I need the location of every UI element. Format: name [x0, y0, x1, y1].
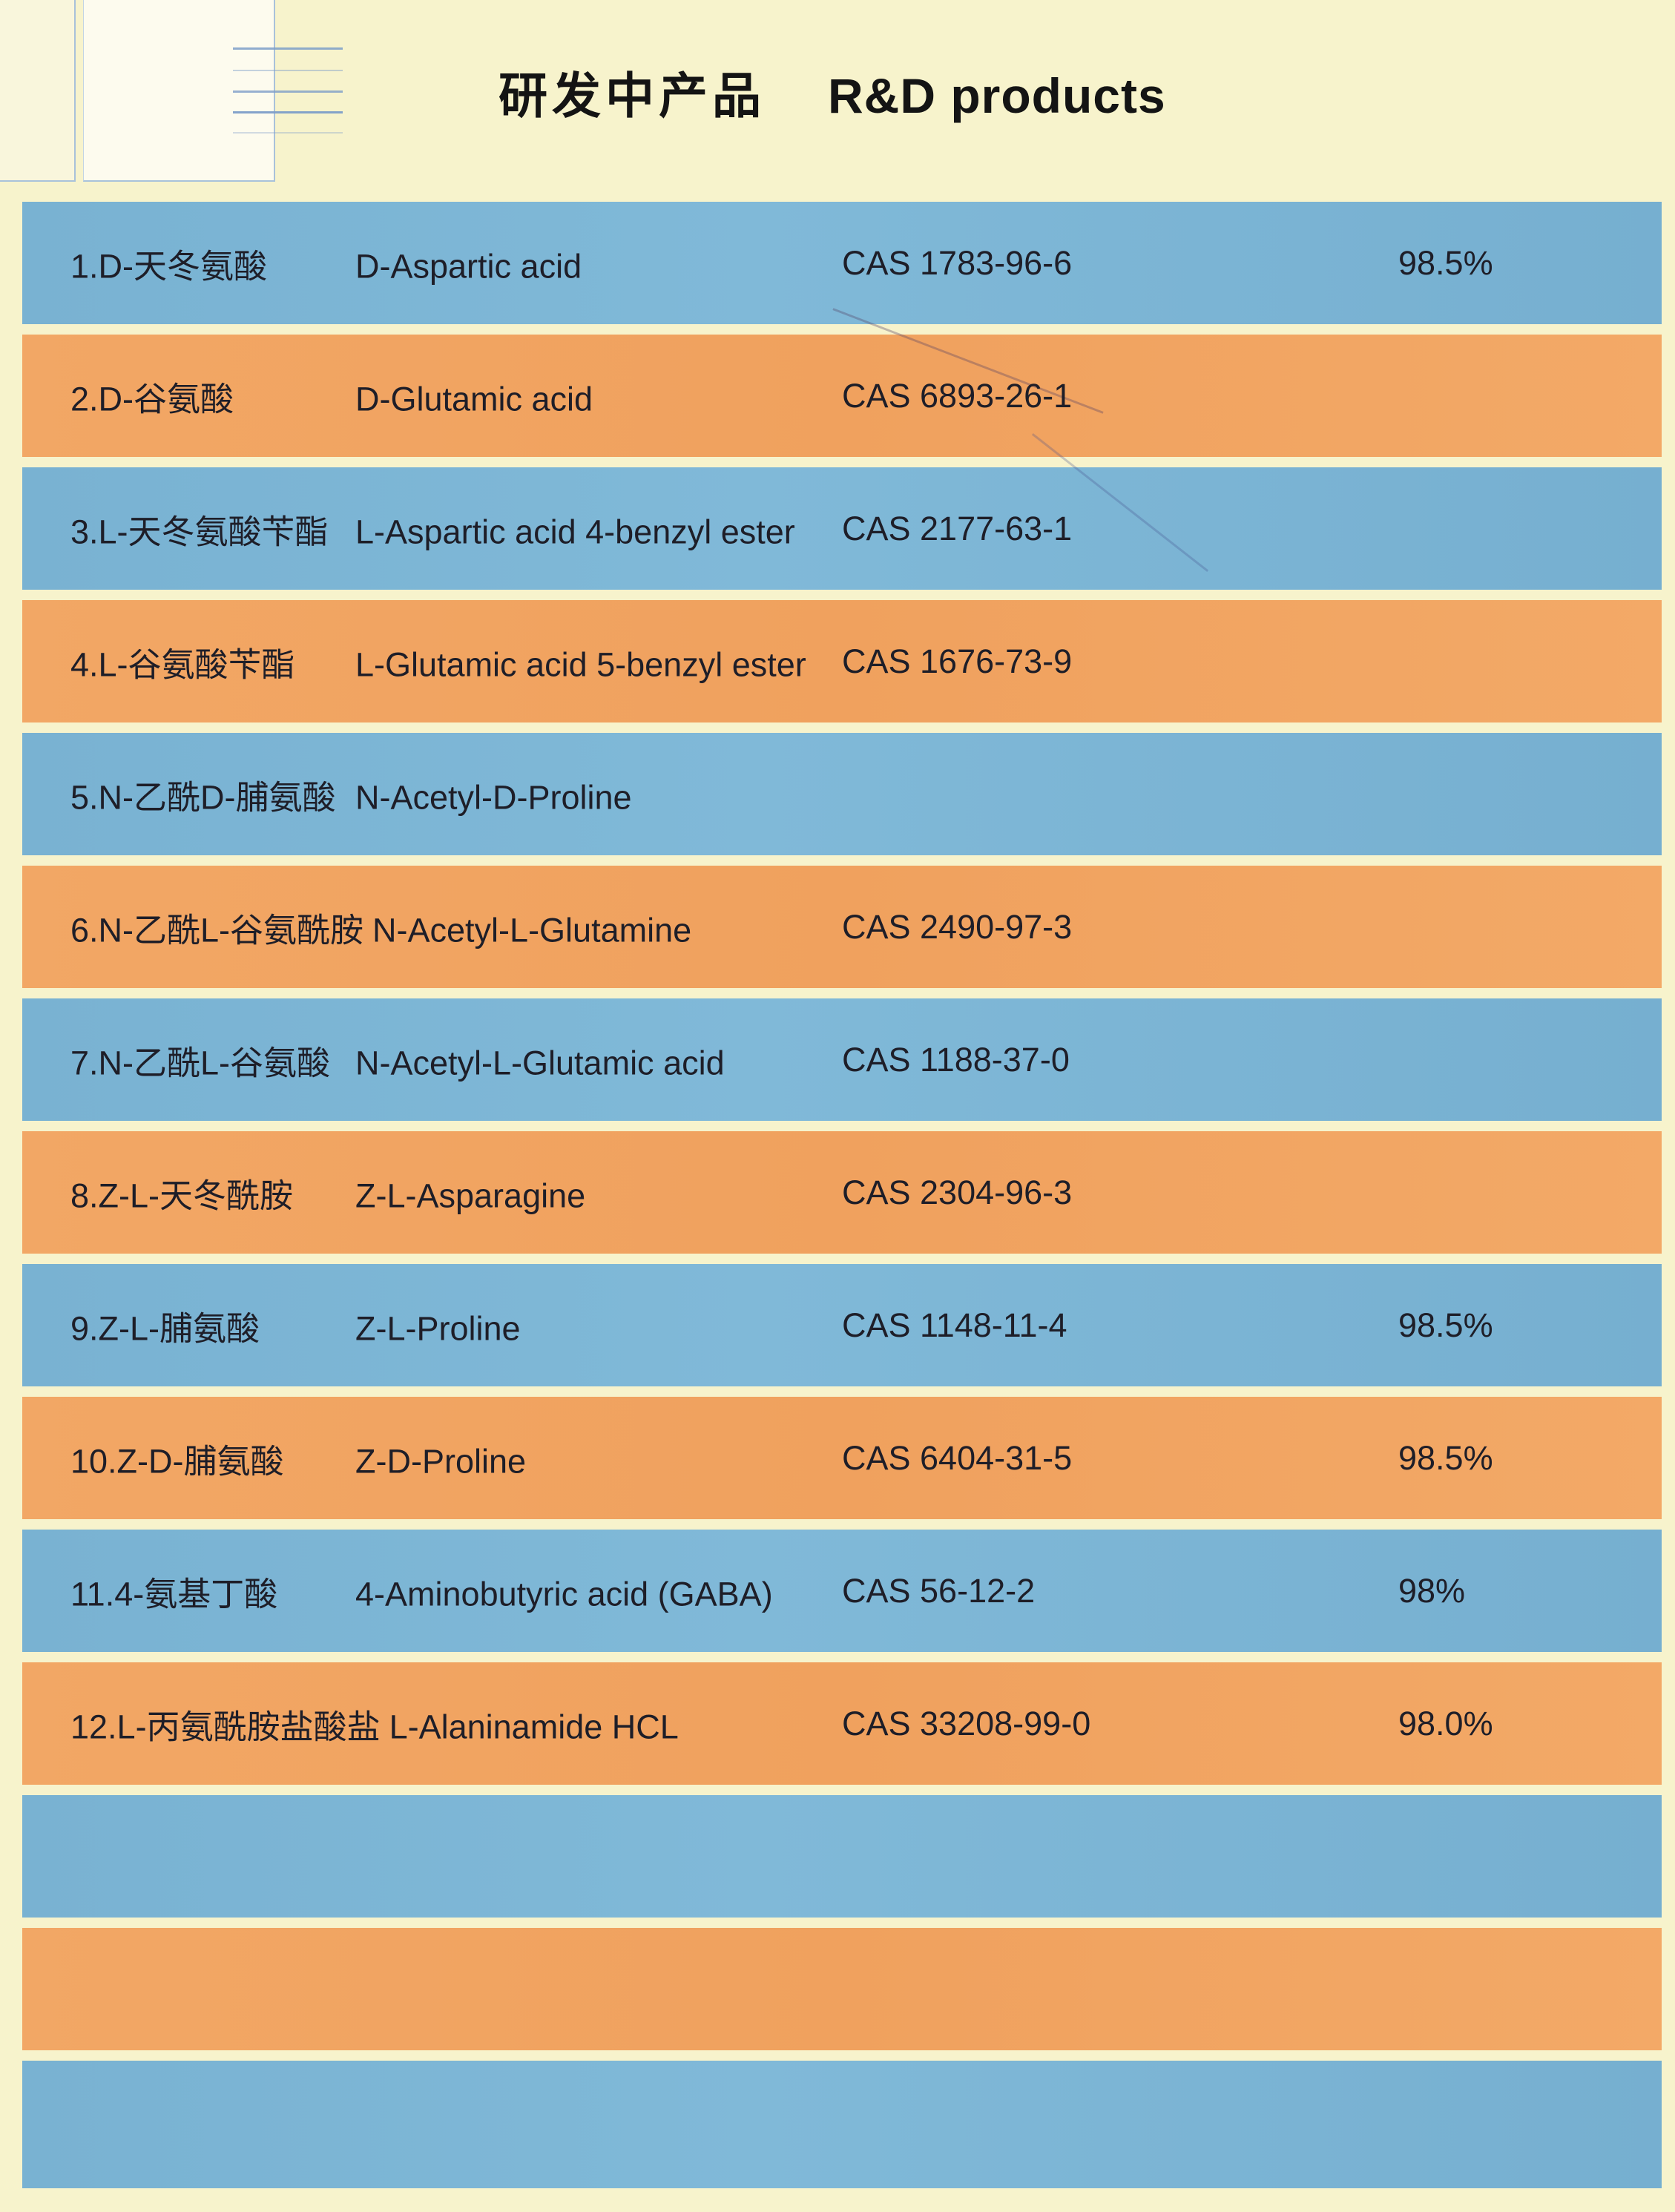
ruled-line — [233, 132, 343, 134]
product-cas: CAS 33208-99-0 — [842, 1704, 1091, 1742]
product-name-cn: 8.Z-L-天冬酰胺 — [70, 1176, 294, 1214]
product-row: 1.D-天冬氨酸 D-Aspartic acid CAS 1783-96-6 9… — [22, 202, 1662, 324]
product-purity: 98.5% — [1398, 243, 1493, 282]
page-title-english: R&D products — [828, 68, 1166, 123]
product-name: 8.Z-L-天冬酰胺 Z-L-Asparagine — [70, 1168, 585, 1217]
product-cas: CAS 6893-26-1 — [842, 376, 1073, 415]
product-name-en: L-Alaninamide HCL — [389, 1708, 679, 1745]
empty-row — [22, 1795, 1662, 1918]
product-row: 6.N-乙酰L-谷氨酰胺 N-Acetyl-L-Glutamine CAS 24… — [22, 866, 1662, 988]
product-cas: CAS 2304-96-3 — [842, 1173, 1073, 1211]
product-row: 5.N-乙酰D-脯氨酸 N-Acetyl-D-Proline — [22, 733, 1662, 855]
product-row: 11.4-氨基丁酸 4-Aminobutyric acid (GABA) CAS… — [22, 1530, 1662, 1652]
product-name-en: D-Aspartic acid — [355, 247, 582, 285]
ruled-line — [233, 111, 343, 113]
product-row: 7.N-乙酰L-谷氨酸 N-Acetyl-L-Glutamic acid CAS… — [22, 998, 1662, 1121]
product-name: 6.N-乙酰L-谷氨酰胺 N-Acetyl-L-Glutamine — [70, 903, 691, 951]
product-list: 1.D-天冬氨酸 D-Aspartic acid CAS 1783-96-6 9… — [22, 202, 1662, 2188]
product-name: 1.D-天冬氨酸 D-Aspartic acid — [70, 239, 582, 287]
product-row: 12.L-丙氨酰胺盐酸盐 L-Alaninamide HCL CAS 33208… — [22, 1662, 1662, 1785]
ruled-line — [233, 90, 343, 93]
product-cas: CAS 6404-31-5 — [842, 1438, 1073, 1477]
product-row: 2.D-谷氨酸 D-Glutamic acid CAS 6893-26-1 — [22, 308, 1662, 457]
product-cas: CAS 1783-96-6 — [842, 243, 1073, 282]
product-name: 12.L-丙氨酰胺盐酸盐 L-Alaninamide HCL — [70, 1699, 679, 1748]
product-name: 11.4-氨基丁酸 4-Aminobutyric acid (GABA) — [70, 1567, 773, 1615]
product-cas: CAS 56-12-2 — [842, 1571, 1036, 1610]
product-purity: 98% — [1398, 1571, 1466, 1610]
product-name-en: Z-L-Asparagine — [355, 1176, 586, 1214]
product-cas: CAS 1148-11-4 — [842, 1306, 1067, 1344]
product-name-en: L-Glutamic acid 5-benzyl ester — [355, 645, 806, 683]
product-name: 4.L-谷氨酸苄酯 L-Glutamic acid 5-benzyl ester — [70, 637, 806, 685]
product-row: 3.L-天冬氨酸苄酯 L-Aspartic acid 4-benzyl este… — [22, 432, 1662, 590]
empty-row — [22, 2061, 1662, 2188]
product-purity: 98.5% — [1398, 1438, 1493, 1477]
product-name-en: Z-D-Proline — [355, 1442, 527, 1480]
product-name-en: N-Acetyl-D-Proline — [355, 778, 632, 816]
ruled-line — [233, 47, 343, 50]
product-cas: CAS 2490-97-3 — [842, 907, 1073, 946]
ruled-line — [233, 70, 343, 71]
product-name-cn: 7.N-乙酰L-谷氨酸 — [70, 1044, 331, 1082]
product-row: 9.Z-L-脯氨酸 Z-L-Proline CAS 1148-11-4 98.5… — [22, 1264, 1662, 1386]
product-name-cn: 5.N-乙酰D-脯氨酸 — [70, 778, 336, 816]
product-row: 8.Z-L-天冬酰胺 Z-L-Asparagine CAS 2304-96-3 — [22, 1131, 1662, 1254]
product-name-cn: 1.D-天冬氨酸 — [70, 247, 268, 285]
product-purity: 98.5% — [1398, 1306, 1493, 1344]
product-name-en: L-Aspartic acid 4-benzyl ester — [355, 513, 795, 550]
product-name: 9.Z-L-脯氨酸 Z-L-Proline — [70, 1301, 521, 1349]
product-name: 2.D-谷氨酸 D-Glutamic acid — [70, 372, 593, 420]
product-name-en: N-Acetyl-L-Glutamine — [372, 911, 692, 949]
product-row: 4.L-谷氨酸苄酯 L-Glutamic acid 5-benzyl ester… — [22, 600, 1662, 722]
product-name-cn: 10.Z-D-脯氨酸 — [70, 1442, 284, 1480]
product-row: 10.Z-D-脯氨酸 Z-D-Proline CAS 6404-31-5 98.… — [22, 1397, 1662, 1519]
product-name-cn: 6.N-乙酰L-谷氨酰胺 — [70, 911, 364, 949]
product-purity: 98.0% — [1398, 1704, 1493, 1742]
product-name-cn: 11.4-氨基丁酸 — [70, 1575, 278, 1613]
product-name: 7.N-乙酰L-谷氨酸 N-Acetyl-L-Glutamic acid — [70, 1036, 725, 1084]
product-cas: CAS 1676-73-9 — [842, 642, 1073, 680]
product-name-cn: 9.Z-L-脯氨酸 — [70, 1309, 260, 1347]
product-cas: CAS 1188-37-0 — [842, 1040, 1070, 1079]
product-name-en: 4-Aminobutyric acid (GABA) — [355, 1575, 773, 1613]
page-title: 研发中产品 R&D products — [498, 56, 1166, 128]
product-name-cn: 12.L-丙氨酰胺盐酸盐 — [70, 1708, 381, 1745]
product-name-cn: 4.L-谷氨酸苄酯 — [70, 645, 295, 683]
page-title-chinese: 研发中产品 — [498, 68, 766, 123]
product-name: 5.N-乙酰D-脯氨酸 N-Acetyl-D-Proline — [70, 770, 632, 818]
empty-row — [22, 1928, 1662, 2050]
page-corner-patch — [0, 0, 76, 182]
product-cas: CAS 2177-63-1 — [842, 509, 1073, 547]
product-name-cn: 3.L-天冬氨酸苄酯 — [70, 513, 329, 550]
product-name: 10.Z-D-脯氨酸 Z-D-Proline — [70, 1434, 526, 1482]
product-name: 3.L-天冬氨酸苄酯 L-Aspartic acid 4-benzyl este… — [70, 504, 795, 553]
product-name-en: N-Acetyl-L-Glutamic acid — [355, 1044, 725, 1082]
product-name-en: Z-L-Proline — [355, 1309, 521, 1347]
product-name-cn: 2.D-谷氨酸 — [70, 380, 234, 418]
product-name-en: D-Glutamic acid — [355, 380, 593, 418]
